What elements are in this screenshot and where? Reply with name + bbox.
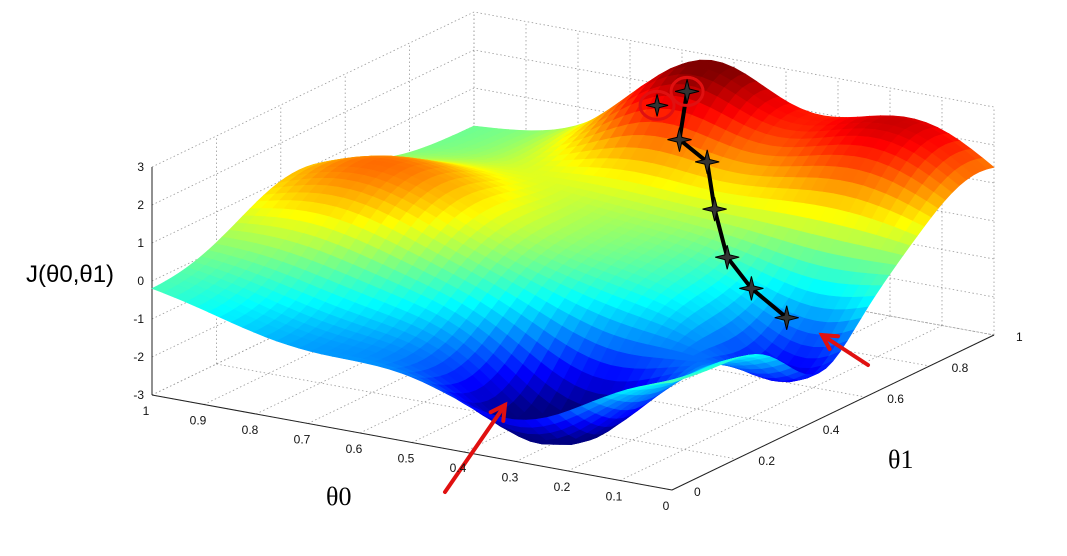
theta0-tick-label: 0.4 xyxy=(450,461,467,475)
theta1-tick-label: 0.2 xyxy=(758,454,775,468)
theta1-tick-label: 0 xyxy=(694,485,701,499)
descent-step-marker xyxy=(702,196,727,222)
annotation-arrowhead xyxy=(818,332,840,352)
annotation-arrowhead xyxy=(488,401,508,423)
theta1-tick-label: 1 xyxy=(1016,330,1023,344)
theta0-tick-label: 0 xyxy=(663,499,670,513)
z-tick-label: 2 xyxy=(137,198,144,212)
annotation-arrow xyxy=(820,333,870,367)
theta1-tick-label: 0.6 xyxy=(887,392,904,406)
descent-step-marker xyxy=(667,127,692,152)
z-tick-label: -2 xyxy=(133,350,144,364)
annotations xyxy=(443,75,870,494)
descent-step-marker xyxy=(695,149,720,175)
descent-path xyxy=(667,79,799,330)
descent-step-marker xyxy=(774,305,799,330)
theta0-tick-label: 1 xyxy=(143,404,150,418)
z-tick-label: 0 xyxy=(137,274,144,288)
alt-start-circle xyxy=(638,89,676,121)
theta0-tick-label: 0.9 xyxy=(190,414,207,428)
z-tick-label: 3 xyxy=(137,160,144,174)
theta0-tick-label: 0.2 xyxy=(554,480,571,494)
cost-surface xyxy=(151,59,995,445)
theta1-tick-label: 0.8 xyxy=(952,361,969,375)
theta0-tick-label: 0.8 xyxy=(242,423,259,437)
z-axis-label: J(θ0,θ1) xyxy=(26,261,114,288)
descent-step-marker xyxy=(739,276,764,301)
start-point-circle xyxy=(669,75,705,107)
theta1-tick-label: 0.4 xyxy=(823,423,840,437)
theta0-tick-label: 0.1 xyxy=(606,490,623,504)
tick-labels: -3 -2 -1 0 1 2 3 1 0.9 0.8 0.7 0.6 0.5 0.4 0.3 0.2 0.1 0 0… xyxy=(133,160,1023,513)
z-label-text: J(θ0,θ1) xyxy=(26,261,114,288)
theta0-tick-label: 0.6 xyxy=(346,442,363,456)
surface-patch xyxy=(660,379,680,384)
descent-step-marker xyxy=(715,245,740,270)
alt-start-marker xyxy=(645,94,669,117)
descent-step-marker xyxy=(674,79,700,104)
x-axis-label: θ0 xyxy=(326,482,351,511)
theta0-tick-label: 0.7 xyxy=(294,433,311,447)
z-tick-label: -1 xyxy=(133,312,144,326)
z-tick-label: 1 xyxy=(137,236,144,250)
annotation-arrow xyxy=(443,403,507,494)
y-axis-label: θ1 xyxy=(888,445,913,474)
theta0-tick-label: 0.5 xyxy=(398,452,415,466)
z-tick-label: -3 xyxy=(133,388,144,402)
theta0-tick-label: 0.3 xyxy=(502,471,519,485)
